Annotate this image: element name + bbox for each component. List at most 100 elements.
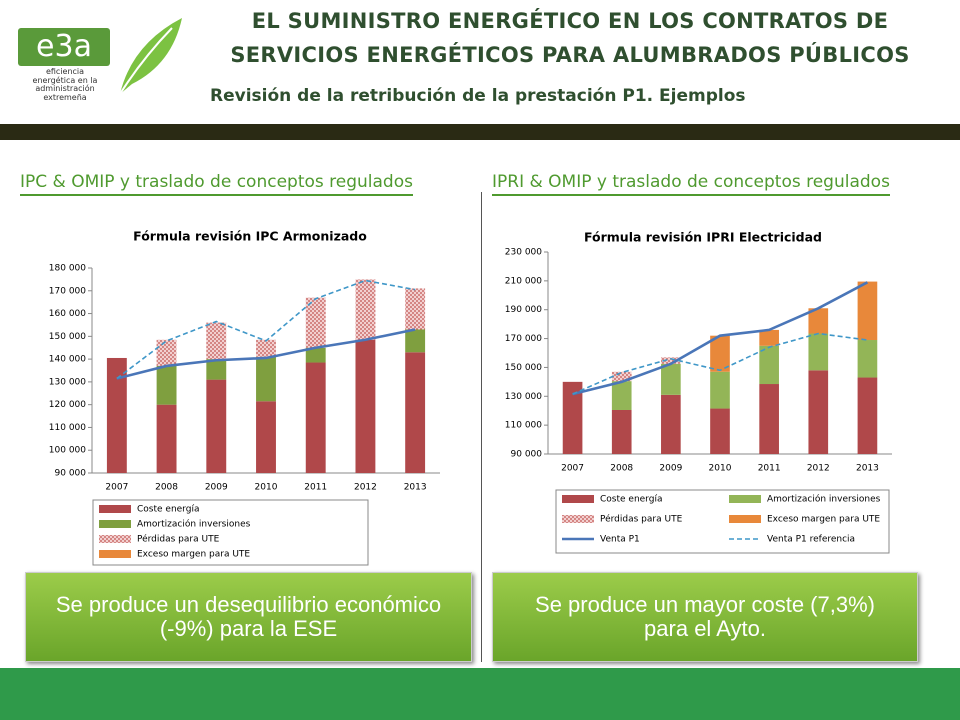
legend-label: Coste energía bbox=[600, 495, 662, 505]
y-tick-label: 170 000 bbox=[505, 334, 542, 344]
x-tick-label: 2013 bbox=[404, 483, 427, 493]
bar-segment bbox=[710, 335, 730, 372]
x-tick-label: 2008 bbox=[610, 464, 633, 474]
bar-segment bbox=[759, 345, 779, 385]
line bbox=[572, 332, 868, 395]
y-tick-label: 160 000 bbox=[49, 309, 86, 319]
y-tick-label: 180 000 bbox=[49, 264, 86, 274]
bar-segment bbox=[759, 384, 779, 454]
y-tick-label: 90 000 bbox=[55, 469, 87, 479]
bar-segment bbox=[405, 288, 426, 330]
callout: Se produce un mayor coste (7,3%) para el… bbox=[492, 572, 918, 662]
x-tick-label: 2008 bbox=[155, 483, 178, 493]
title: EL SUMINISTRO ENERGÉTICO EN LOS CONTRATO… bbox=[200, 4, 940, 72]
y-tick-label: 190 000 bbox=[505, 305, 542, 315]
bar-segment bbox=[808, 370, 829, 454]
logo-name: e3a bbox=[18, 28, 110, 66]
chart-title: Fórmula revisión IPC Armonizado bbox=[133, 229, 367, 244]
bar-segment bbox=[256, 401, 276, 473]
bar-segment bbox=[305, 297, 326, 348]
legend-label: Pérdidas para UTE bbox=[137, 534, 220, 545]
legend-swatch bbox=[99, 520, 131, 528]
x-tick-label: 2009 bbox=[659, 464, 682, 474]
bar-segment bbox=[661, 363, 681, 395]
bar-segment bbox=[156, 339, 177, 366]
line bbox=[116, 328, 416, 380]
bar-segment bbox=[661, 357, 681, 364]
legend-swatch bbox=[562, 495, 594, 503]
logo-line: energética en la bbox=[32, 75, 98, 85]
x-tick-label: 2011 bbox=[758, 464, 781, 474]
x-tick-label: 2013 bbox=[856, 464, 879, 474]
bar-segment bbox=[857, 281, 878, 341]
legend-label: Amortización inversiones bbox=[767, 494, 881, 505]
line bbox=[116, 279, 416, 380]
y-tick-label: 150 000 bbox=[49, 332, 86, 342]
y-tick-label: 90 000 bbox=[511, 450, 543, 460]
bar-segment bbox=[206, 359, 227, 380]
bar-segment bbox=[808, 333, 829, 371]
bar-segment bbox=[206, 379, 227, 473]
chart-title: Fórmula revisión IPRI Electricidad bbox=[584, 230, 822, 245]
legend-swatch bbox=[562, 515, 594, 523]
footer-band bbox=[0, 668, 960, 720]
x-tick-label: 2012 bbox=[354, 483, 377, 493]
legend-label: Pérdidas para UTE bbox=[600, 514, 683, 525]
y-tick-label: 110 000 bbox=[49, 423, 86, 433]
bar-segment bbox=[305, 347, 326, 363]
y-tick-label: 130 000 bbox=[49, 377, 86, 387]
legend-label: Venta P1 referencia bbox=[767, 535, 855, 545]
bar-segment bbox=[710, 371, 730, 409]
x-tick-label: 2010 bbox=[255, 483, 278, 493]
y-tick-label: 120 000 bbox=[49, 400, 86, 410]
logo-line: eficiencia bbox=[45, 67, 85, 76]
bar-segment bbox=[106, 357, 127, 473]
legend-swatch bbox=[99, 505, 131, 513]
section-heading: IPRI & OMIP y traslado de conceptos regu… bbox=[492, 172, 890, 196]
title-line: SERVICIOS ENERGÉTICOS PARA ALUMBRADOS PÚ… bbox=[230, 43, 910, 67]
bar-segment bbox=[206, 322, 227, 360]
logo-line: administración bbox=[35, 84, 95, 93]
bar-segment bbox=[405, 329, 426, 353]
section-heading: IPC & OMIP y traslado de conceptos regul… bbox=[20, 172, 413, 196]
y-tick-label: 230 000 bbox=[505, 248, 542, 258]
legend-box bbox=[555, 489, 890, 554]
bar-segment bbox=[355, 339, 376, 473]
bar-segment bbox=[611, 381, 632, 410]
bar-segment bbox=[256, 339, 276, 357]
bar-segment bbox=[759, 329, 779, 346]
bar-segment bbox=[611, 371, 632, 382]
leaf bbox=[119, 18, 182, 95]
band bbox=[0, 124, 960, 140]
legend-swatch bbox=[99, 535, 131, 543]
bar-segment bbox=[611, 409, 632, 454]
y-tick-label: 150 000 bbox=[505, 363, 542, 373]
y-tick-label: 140 000 bbox=[49, 355, 86, 365]
legend-label: Venta P1 bbox=[600, 535, 640, 545]
y-tick-label: 110 000 bbox=[505, 421, 542, 431]
bar-segment bbox=[562, 381, 583, 454]
title-line: EL SUMINISTRO ENERGÉTICO EN LOS CONTRATO… bbox=[251, 9, 889, 33]
y-tick-label: 100 000 bbox=[49, 446, 86, 456]
bar-segment bbox=[857, 340, 878, 378]
bar-segment bbox=[808, 308, 829, 334]
callout: Se produce un desequilibrio económico (-… bbox=[25, 572, 472, 662]
legend-swatch bbox=[729, 495, 761, 503]
legend-label: Exceso margen para UTE bbox=[137, 550, 250, 560]
bar-segment bbox=[355, 279, 376, 340]
logo: e3a eficiencia energética en la administ… bbox=[12, 14, 184, 102]
bar-segment bbox=[661, 394, 681, 454]
y-tick-label: 130 000 bbox=[505, 392, 542, 402]
logo-line: extremeña bbox=[43, 92, 87, 102]
legend-label: Coste energía bbox=[137, 505, 199, 515]
line bbox=[572, 281, 869, 396]
bar-segment bbox=[156, 365, 177, 405]
bar-segment bbox=[305, 362, 326, 473]
legend-label: Exceso margen para UTE bbox=[767, 515, 880, 525]
legend-label: Amortización inversiones bbox=[137, 519, 251, 530]
bar-segment bbox=[405, 352, 426, 473]
bar-segment bbox=[156, 404, 177, 473]
divider bbox=[481, 192, 482, 662]
bar-segment bbox=[857, 377, 878, 454]
